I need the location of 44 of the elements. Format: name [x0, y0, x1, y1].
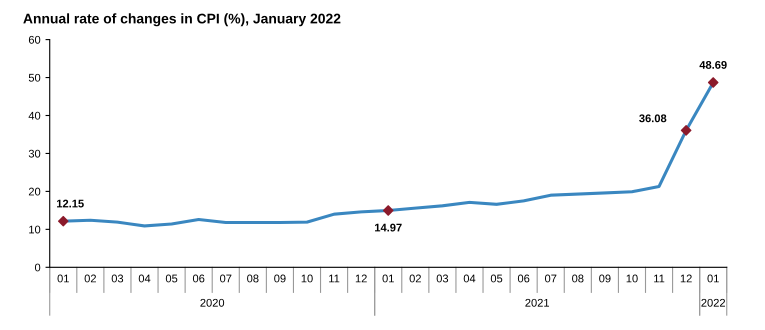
y-tick-label: 10	[29, 226, 40, 234]
x-tick-label: 12	[680, 274, 692, 282]
x-tick-label: 05	[490, 274, 502, 282]
x-tick-label: 08	[247, 274, 259, 282]
y-tick-label: 0	[34, 264, 40, 272]
x-tick-label: 04	[464, 274, 476, 282]
x-tick-label: 07	[220, 274, 232, 282]
data-label: 48.69	[699, 60, 727, 69]
point	[58, 216, 69, 226]
x-tick-label: 06	[518, 274, 530, 282]
x-tick-label: 09	[274, 274, 286, 282]
y-tick-label: 40	[28, 112, 40, 120]
x-tick-label: 02	[84, 274, 96, 282]
point	[708, 77, 719, 88]
x-tick-label: 03	[112, 274, 124, 282]
x-tick-label: 01	[58, 274, 69, 282]
text: 2020	[200, 298, 224, 307]
x-tick-label: 09	[599, 274, 611, 282]
x-tick-label: 10	[626, 274, 638, 282]
y-tick-label: 60	[28, 36, 40, 44]
chart-title: Annual rate of changes in CPI (%), January 2022	[23, 13, 340, 26]
y-tick-label: 20	[28, 188, 40, 196]
y-tick-label: 50	[28, 74, 40, 82]
point	[382, 205, 394, 216]
x-tick-label: 01	[707, 274, 719, 282]
x-tick-label: 04	[138, 274, 150, 282]
point	[680, 125, 692, 136]
text: 2022	[701, 298, 726, 307]
x-tick-label: 05	[166, 274, 178, 282]
x-tick-label: 10	[302, 274, 313, 282]
data-label: 12.15	[57, 200, 84, 208]
x-tick-label: 06	[192, 274, 204, 282]
x-tick-label: 11	[654, 274, 664, 282]
y-tick-label: 30	[28, 150, 40, 158]
text: 2021	[525, 298, 549, 307]
data-label: 36.08	[639, 114, 666, 122]
x-tick-label: 03	[436, 274, 448, 282]
x-tick-label: 02	[410, 274, 421, 282]
data-label: 14.97	[375, 224, 402, 232]
x-tick-label: 01	[382, 274, 394, 282]
x-tick-label: 11	[329, 274, 340, 282]
x-tick-label: 07	[544, 274, 556, 282]
x-tick-label: 12	[356, 274, 367, 282]
x-tick-label: 08	[572, 274, 584, 282]
